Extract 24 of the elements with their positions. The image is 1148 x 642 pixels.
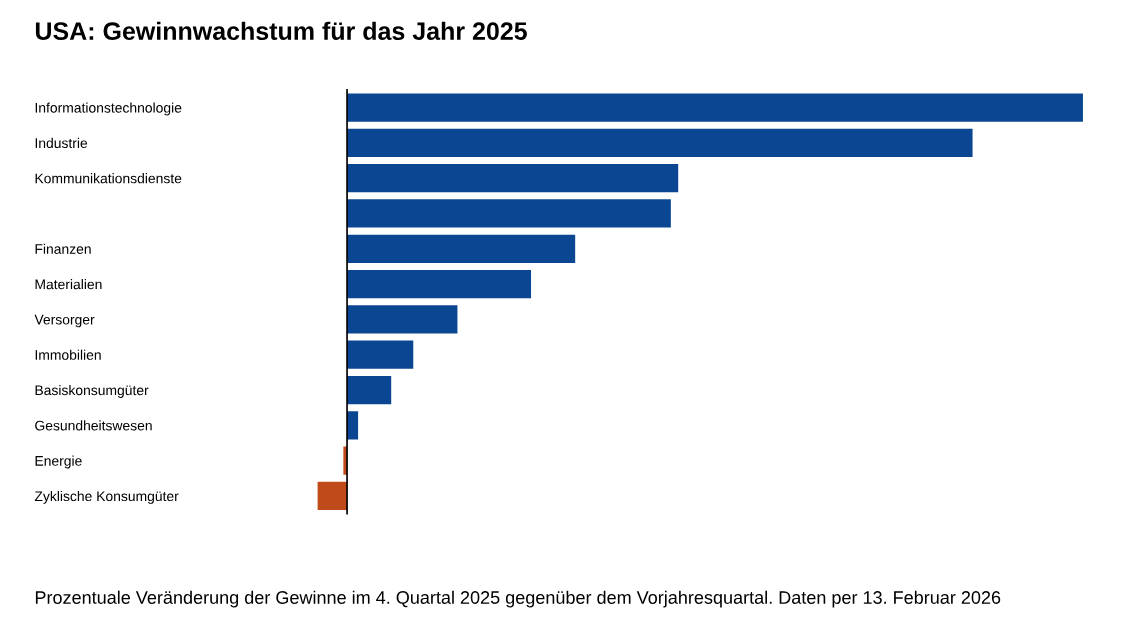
y-tick-label: Zyklische Konsumgüter xyxy=(34,490,179,504)
bar xyxy=(317,481,348,511)
text: Prozentuale Veränderung der Gewinne im 4. Quartal 2025 gegenüber dem Vorjahresquartal. Daten per 13. Februar 2026 xyxy=(35,590,1001,608)
y-tick-label: Energie xyxy=(35,455,82,469)
y-tick-label: Versorger xyxy=(34,314,95,328)
bar xyxy=(347,234,576,263)
bar xyxy=(347,411,359,440)
bar xyxy=(347,375,392,405)
y-tick-label: Gesundheitswesen xyxy=(35,420,152,431)
y-tick-label: Finanzen xyxy=(35,243,91,254)
y-tick-label: Materialien xyxy=(35,279,102,290)
chart-title: USA: Gewinnwachstum für das Jahr 2025 xyxy=(35,21,527,40)
bar xyxy=(347,199,671,228)
y-tick-label: Informationstechnologie xyxy=(35,102,182,116)
y-tick-label: Kommunikationsdienste xyxy=(35,173,182,184)
bar xyxy=(347,128,973,157)
y-tick-label: Immobilien xyxy=(35,349,101,360)
y-tick-label: Industrie xyxy=(35,137,88,149)
y-tick-label: Basiskonsumgüter xyxy=(35,384,149,398)
bar xyxy=(347,269,532,299)
bar xyxy=(347,340,414,369)
bar xyxy=(347,93,1083,122)
bar xyxy=(347,305,458,334)
bar xyxy=(347,164,679,193)
